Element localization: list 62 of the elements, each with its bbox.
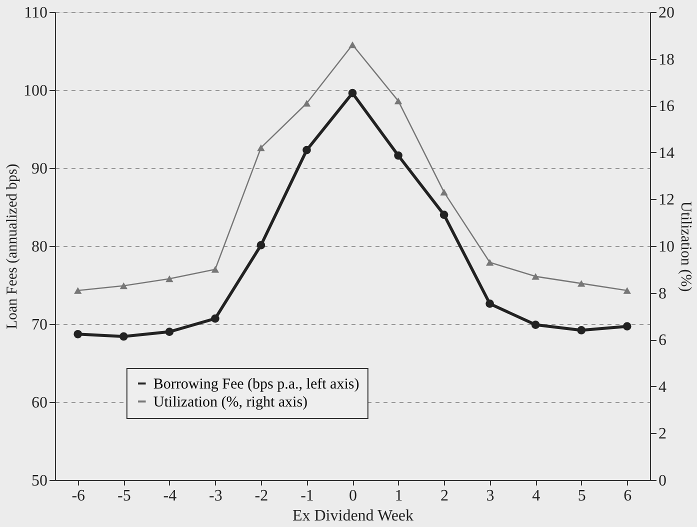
y2-tick-label: 0 (658, 472, 666, 490)
x-tick-label: -1 (300, 488, 314, 504)
y-tick-label: 60 (32, 394, 48, 412)
x-tick-label: -2 (254, 488, 268, 504)
point (577, 326, 586, 334)
x-tick-label: 5 (578, 488, 586, 504)
point (622, 322, 632, 331)
point (74, 287, 82, 294)
point (211, 266, 220, 273)
point (394, 151, 402, 160)
y2-tick-label: 16 (658, 98, 674, 116)
y-tick-label: 100 (24, 82, 48, 100)
point (532, 273, 540, 280)
x-tick-label: 0 (349, 488, 357, 504)
x-tick-label: 1 (394, 488, 403, 504)
y2-tick-label: 10 (658, 238, 674, 256)
y-tick-label: 80 (32, 238, 48, 256)
y-tick-label: 110 (24, 4, 48, 22)
point (440, 210, 448, 219)
x-tick-label: 4 (532, 488, 540, 504)
y-tick-label: 70 (32, 316, 48, 334)
y2-tick-label: 20 (658, 4, 674, 22)
point (486, 300, 494, 308)
legend-label: Borrowing Fee (bps p.a., left axis) (153, 376, 360, 392)
y2-tick-label: 6 (658, 332, 666, 350)
x-tick-label: -4 (163, 488, 177, 504)
point (256, 241, 266, 250)
point (348, 88, 357, 98)
y2-tick-label: 18 (658, 51, 674, 68)
point (302, 146, 311, 154)
point (74, 330, 82, 338)
y2-tick-label: 12 (658, 192, 674, 209)
point (166, 275, 174, 282)
point (119, 332, 128, 341)
y-tick-label: 50 (32, 472, 48, 490)
point (257, 144, 265, 152)
x-axis-title: Ex Dividend Week (292, 508, 414, 524)
point (348, 41, 356, 48)
legend-label: Utilization (%, right axis) (153, 394, 308, 410)
y-axis-title: Loan Fees (annualized bps) (4, 164, 20, 330)
point (211, 314, 220, 323)
x-tick-label: 2 (440, 488, 449, 504)
x-tick-label: 6 (624, 488, 632, 504)
point (394, 98, 402, 104)
x-tick-label: 3 (486, 488, 494, 504)
y2-axis-title: Utilization (%) (678, 201, 694, 292)
x-tick-label: -3 (209, 488, 222, 504)
y2-tick-label: 14 (658, 144, 674, 162)
x-tick-label: -5 (117, 488, 131, 504)
point (623, 287, 631, 294)
point (440, 188, 448, 196)
point (165, 328, 174, 336)
point (577, 280, 586, 287)
x-tick-label: -6 (72, 488, 86, 504)
point (531, 320, 540, 329)
y2-tick-label: 8 (658, 285, 666, 302)
y2-tick-label: 4 (658, 378, 666, 396)
point (486, 259, 494, 266)
point (120, 282, 128, 290)
y-tick-label: 90 (32, 160, 48, 178)
point (302, 100, 311, 107)
y2-tick-label: 2 (658, 426, 666, 443)
